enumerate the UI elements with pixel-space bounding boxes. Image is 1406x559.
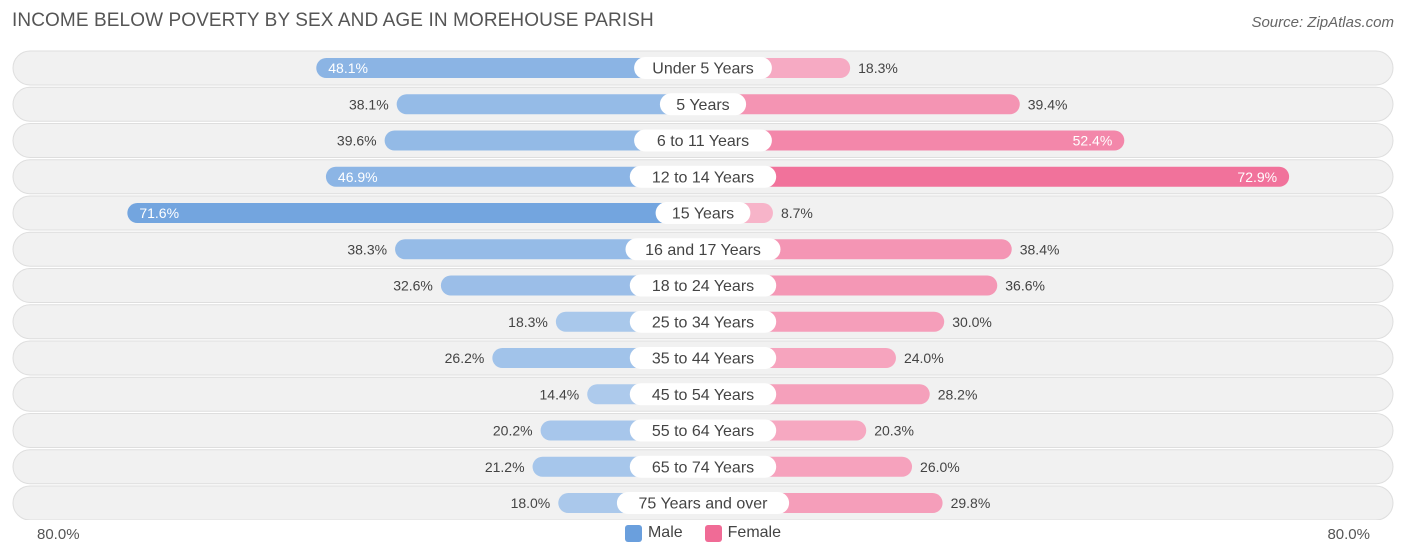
value-label-male: 46.9% [338, 169, 378, 185]
axis-label-right: 80.0% [1327, 526, 1370, 543]
category-pill [659, 93, 747, 116]
chart-row: 45 to 54 Years 14.4% 28.2% [12, 376, 1394, 412]
value-label-female: 30.0% [952, 314, 992, 330]
value-label-female: 29.8% [951, 495, 991, 511]
diverging-bar-chart: Under 5 Years 48.1% 18.3% 5 Years 38.1% 39.4%… [12, 50, 1394, 520]
value-label-male: 26.2% [445, 350, 485, 366]
bar-male [395, 239, 703, 260]
value-label-female: 24.0% [904, 350, 944, 366]
legend-label-male: Male [647, 524, 683, 541]
source-label: Source: ZipAtlas.com [1251, 14, 1394, 31]
legend-item-female: Female [704, 524, 782, 542]
category-pill [629, 165, 777, 188]
value-label-male: 20.2% [493, 423, 533, 439]
category-label: 45 to 54 Years [652, 387, 754, 404]
legend-item-male: Male [624, 524, 683, 542]
bar-male [127, 203, 703, 223]
value-label-female: 36.6% [1005, 278, 1045, 294]
axis-label-left: 80.0% [37, 526, 80, 543]
value-label-female: 26.0% [920, 459, 960, 475]
chart-row: 16 and 17 Years 38.3% 38.4% [12, 231, 1394, 267]
category-label: 25 to 34 Years [652, 314, 754, 331]
value-label-female: 8.7% [781, 205, 813, 221]
category-pill [629, 419, 777, 442]
category-pill [629, 274, 777, 297]
bar-female [703, 275, 998, 296]
bar-female [703, 130, 1125, 151]
category-label: 55 to 64 Years [652, 423, 754, 440]
category-pill [634, 129, 772, 152]
chart-row: 12 to 14 Years 46.9% 72.9% [12, 159, 1394, 195]
category-label: 16 and 17 Years [645, 242, 761, 259]
bar-female [703, 239, 1012, 260]
category-label: 35 to 44 Years [652, 351, 754, 368]
category-label: Under 5 Years [652, 61, 753, 78]
category-label: 6 to 11 Years [657, 133, 749, 150]
chart-row: 5 Years 38.1% 39.4% [12, 86, 1394, 122]
category-pill [616, 492, 790, 514]
value-label-female: 52.4% [1073, 133, 1113, 149]
bar-female [703, 166, 1290, 187]
chart-row: 25 to 34 Years 18.3% 30.0% [12, 304, 1394, 340]
value-label-male: 71.6% [139, 205, 179, 221]
chart-row: 15 Years 71.6% 8.7% [12, 195, 1394, 231]
value-label-male: 21.2% [485, 459, 525, 475]
value-label-male: 48.1% [328, 60, 368, 76]
legend: Male Female [0, 524, 1406, 542]
value-label-female: 18.3% [858, 60, 898, 76]
value-label-male: 39.6% [337, 133, 377, 149]
category-pill [629, 455, 777, 478]
category-pill [634, 57, 772, 79]
category-pill [655, 202, 751, 224]
value-label-female: 72.9% [1237, 169, 1277, 185]
chart-row: 35 to 44 Years 26.2% 24.0% [12, 340, 1394, 376]
chart-row: 65 to 74 Years 21.2% 26.0% [12, 449, 1394, 485]
chart-row: 55 to 64 Years 20.2% 20.3% [12, 413, 1394, 448]
category-label: 18 to 24 Years [652, 278, 754, 295]
value-label-male: 38.3% [347, 241, 387, 257]
value-label-female: 39.4% [1028, 96, 1068, 112]
category-label: 65 to 74 Years [652, 459, 754, 476]
chart-row: 75 Years and over 18.0% 29.8% [12, 485, 1394, 520]
value-label-male: 18.0% [511, 495, 551, 511]
value-label-female: 28.2% [938, 386, 978, 402]
value-label-male: 14.4% [540, 386, 580, 402]
value-label-female: 38.4% [1020, 241, 1060, 257]
bar-male [396, 94, 703, 115]
category-pill [625, 238, 781, 261]
bar-female [703, 94, 1020, 115]
value-label-female: 20.3% [874, 423, 914, 439]
legend-label-female: Female [727, 524, 782, 541]
category-pill [629, 347, 777, 369]
chart-title: INCOME BELOW POVERTY BY SEX AND AGE IN M… [12, 10, 654, 31]
category-pill [629, 310, 777, 333]
legend-swatch-male [624, 524, 642, 542]
bar-male [384, 130, 703, 151]
bar-male [325, 166, 703, 187]
bar-male [316, 58, 703, 78]
chart-row: 6 to 11 Years 39.6% 52.4% [12, 123, 1394, 158]
chart-row: Under 5 Years 48.1% 18.3% [12, 50, 1394, 86]
category-label: 75 Years and over [639, 496, 769, 513]
value-label-male: 32.6% [393, 278, 433, 294]
category-label: 5 Years [676, 97, 729, 114]
chart-row: 18 to 24 Years 32.6% 36.6% [12, 268, 1394, 303]
value-label-male: 38.1% [349, 96, 389, 112]
category-label: 12 to 14 Years [652, 169, 754, 186]
value-label-male: 18.3% [508, 314, 548, 330]
category-label: 15 Years [672, 206, 734, 223]
legend-swatch-female [704, 524, 722, 542]
category-pill [629, 383, 777, 406]
